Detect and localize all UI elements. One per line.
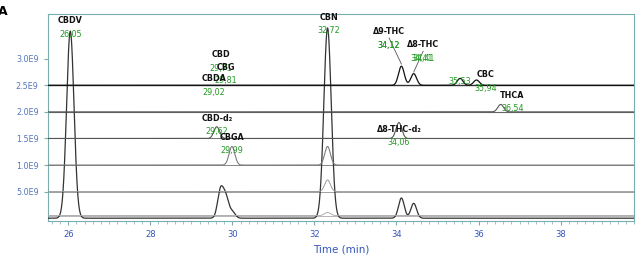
Text: CBN: CBN — [319, 12, 338, 22]
Text: 32,72: 32,72 — [317, 26, 340, 35]
Text: Δ9-THC: Δ9-THC — [373, 27, 405, 36]
Text: Δ8-THC: Δ8-THC — [407, 40, 439, 49]
Text: CBG: CBG — [216, 62, 235, 72]
Text: 29,81: 29,81 — [214, 76, 237, 85]
Text: 36,54: 36,54 — [501, 105, 524, 113]
Text: CBD: CBD — [211, 50, 230, 59]
Text: CBDA: CBDA — [202, 74, 227, 83]
Text: 26,05: 26,05 — [59, 29, 81, 38]
Text: CBD-d₂: CBD-d₂ — [201, 114, 232, 122]
Text: 29,71: 29,71 — [209, 63, 232, 73]
Text: 34,41: 34,41 — [412, 54, 435, 63]
Text: CBDV: CBDV — [58, 16, 83, 25]
Text: Δ8-THC-d₂: Δ8-THC-d₂ — [376, 125, 421, 134]
Text: 34,12: 34,12 — [378, 41, 401, 50]
Text: 29,02: 29,02 — [202, 88, 225, 97]
Text: THCA: THCA — [500, 91, 524, 100]
Text: 34,06: 34,06 — [388, 139, 410, 147]
Text: CBGA: CBGA — [220, 133, 244, 142]
Text: 34,12: 34,12 — [378, 41, 401, 50]
Text: CBC: CBC — [477, 70, 495, 79]
Text: 35,94: 35,94 — [475, 84, 497, 93]
Text: 29,99: 29,99 — [221, 146, 243, 155]
Text: 34,41: 34,41 — [411, 54, 433, 63]
Text: 35,53: 35,53 — [449, 77, 472, 86]
X-axis label: Time (min): Time (min) — [313, 244, 369, 255]
Text: 29,62: 29,62 — [205, 127, 228, 136]
Text: A: A — [0, 5, 8, 18]
